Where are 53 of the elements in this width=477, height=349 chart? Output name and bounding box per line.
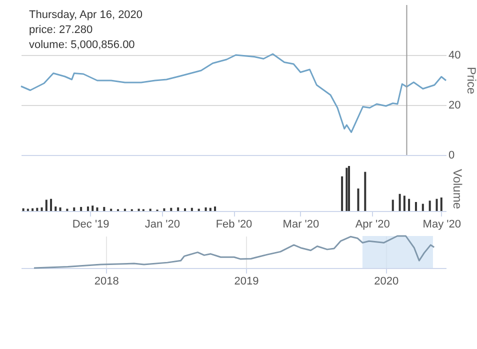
bar [163, 208, 166, 211]
bar [364, 172, 366, 211]
bar [96, 207, 98, 211]
bar [408, 198, 410, 211]
bar [436, 198, 438, 211]
bar [54, 206, 57, 211]
bar [80, 206, 82, 211]
y-axis-title: Price [464, 66, 477, 94]
bar [440, 198, 442, 211]
x-tick-label: Apr '20 [355, 218, 390, 230]
bar [209, 208, 212, 211]
x-tick-label: Jan '20 [144, 218, 180, 230]
bar [190, 208, 193, 211]
bar [184, 208, 186, 211]
y-tick-label: 40 [448, 50, 461, 62]
y-tick-label: 0 [448, 150, 455, 162]
bar [59, 207, 62, 211]
x-tick-label: Feb '20 [216, 218, 252, 230]
bar [398, 194, 401, 211]
bar [22, 208, 24, 211]
bar [346, 168, 348, 211]
bar [341, 176, 344, 211]
x-tick-label: 2018 [94, 276, 119, 288]
x-tick-label: Dec '19 [72, 218, 110, 230]
bar [177, 207, 180, 211]
annotation: price: 27.280 [29, 24, 93, 36]
bar [403, 196, 406, 211]
y-axis-title: Volume [450, 168, 464, 210]
bar [170, 208, 172, 211]
bar [86, 206, 89, 211]
y-tick-label: 20 [448, 100, 461, 112]
annotation: Thursday, Apr 16, 2020 [29, 9, 143, 21]
bar [348, 166, 350, 211]
bar [392, 200, 394, 211]
bar [50, 198, 52, 211]
x-tick-label: Mar '20 [282, 218, 320, 230]
bar [428, 200, 431, 211]
line-series [20, 53, 447, 133]
x-tick-label: May '20 [422, 218, 461, 230]
bar [214, 206, 216, 211]
bar [103, 206, 106, 211]
x-tick-label: 2020 [374, 276, 399, 288]
bar [45, 200, 48, 211]
bar [92, 206, 94, 211]
bar [422, 204, 424, 211]
bar [73, 207, 76, 211]
bar [414, 202, 417, 211]
bar [204, 207, 207, 211]
x-tick-label: 2019 [234, 276, 259, 288]
bar [40, 207, 43, 211]
bar [36, 208, 38, 211]
bar [357, 188, 360, 211]
annotation: volume: 5,000,856.00 [29, 39, 135, 51]
